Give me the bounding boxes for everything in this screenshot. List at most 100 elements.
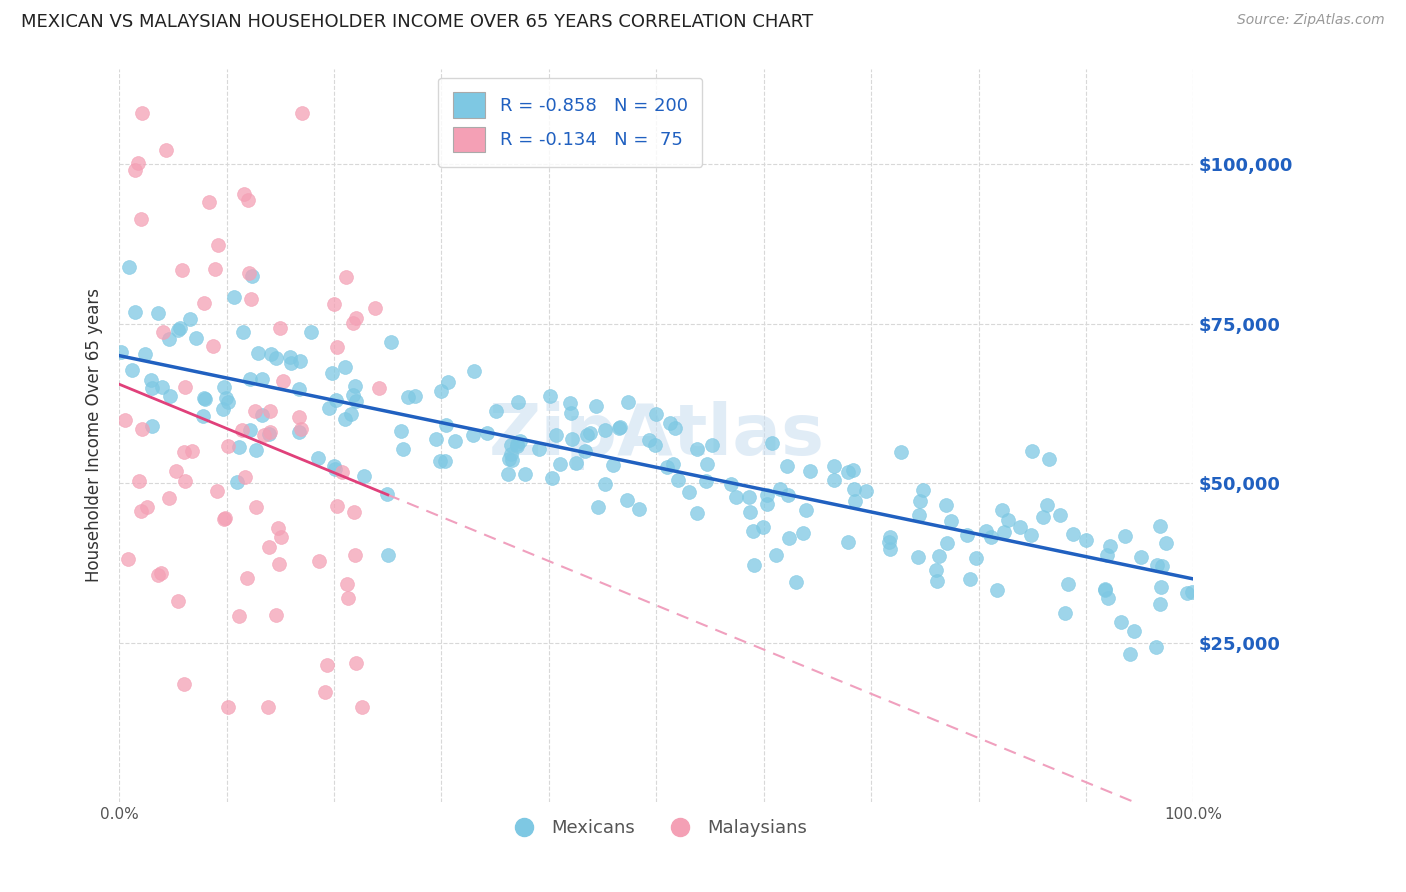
Point	[738, 505, 761, 519]
Point	[392, 442, 415, 456]
Point	[655, 460, 678, 475]
Point	[167, 593, 190, 607]
Point	[585, 399, 607, 413]
Point	[776, 459, 799, 474]
Point	[561, 433, 583, 447]
Point	[1129, 550, 1152, 565]
Point	[245, 442, 267, 457]
Point	[644, 438, 666, 452]
Point	[299, 325, 322, 339]
Point	[1094, 582, 1116, 596]
Point	[434, 453, 457, 467]
Point	[124, 163, 146, 178]
Point	[238, 266, 260, 280]
Point	[344, 656, 367, 670]
Point	[330, 465, 353, 479]
Point	[686, 442, 709, 457]
Point	[165, 464, 187, 478]
Point	[335, 359, 357, 374]
Point	[1097, 591, 1119, 606]
Point	[252, 408, 274, 422]
Point	[264, 351, 287, 365]
Point	[264, 608, 287, 623]
Point	[778, 531, 800, 545]
Point	[288, 410, 311, 425]
Point	[794, 502, 817, 516]
Point	[152, 326, 174, 340]
Point	[121, 362, 143, 376]
Point	[666, 474, 689, 488]
Point	[1119, 648, 1142, 662]
Point	[267, 557, 290, 571]
Point	[1038, 451, 1060, 466]
Point	[270, 530, 292, 544]
Point	[823, 473, 845, 487]
Point	[980, 530, 1002, 544]
Point	[607, 421, 630, 435]
Point	[259, 404, 281, 418]
Point	[644, 407, 666, 421]
Point	[380, 334, 402, 349]
Point	[396, 390, 419, 404]
Point	[443, 434, 465, 448]
Point	[141, 418, 163, 433]
Point	[238, 193, 260, 207]
Point	[765, 548, 787, 562]
Point	[159, 389, 181, 403]
Point	[253, 428, 276, 442]
Point	[368, 381, 391, 395]
Point	[662, 457, 685, 471]
Point	[236, 571, 259, 585]
Point	[463, 364, 485, 378]
Point	[925, 564, 948, 578]
Point	[792, 525, 814, 540]
Point	[638, 434, 661, 448]
Point	[769, 482, 792, 496]
Point	[232, 325, 254, 339]
Point	[1053, 606, 1076, 620]
Point	[157, 491, 180, 505]
Text: ZipAtlas: ZipAtlas	[488, 401, 824, 470]
Legend: Mexicans, Malaysians: Mexicans, Malaysians	[499, 812, 814, 845]
Point	[1149, 597, 1171, 611]
Point	[139, 372, 162, 386]
Point	[751, 520, 773, 534]
Point	[738, 491, 761, 505]
Point	[193, 296, 215, 310]
Point	[344, 393, 367, 408]
Point	[1010, 519, 1032, 533]
Text: Source: ZipAtlas.com: Source: ZipAtlas.com	[1237, 13, 1385, 28]
Point	[174, 380, 197, 394]
Point	[1074, 533, 1097, 548]
Point	[375, 486, 398, 500]
Point	[318, 401, 340, 415]
Point	[742, 558, 765, 573]
Point	[1098, 539, 1121, 553]
Point	[291, 106, 314, 120]
Point	[343, 505, 366, 519]
Point	[1154, 536, 1177, 550]
Point	[342, 316, 364, 330]
Point	[134, 347, 156, 361]
Point	[172, 263, 194, 277]
Point	[150, 566, 173, 580]
Point	[228, 609, 250, 624]
Point	[501, 438, 523, 452]
Point	[155, 144, 177, 158]
Point	[965, 551, 987, 566]
Point	[198, 194, 221, 209]
Point	[287, 382, 309, 396]
Point	[179, 311, 201, 326]
Point	[141, 381, 163, 395]
Point	[212, 512, 235, 526]
Point	[686, 506, 709, 520]
Point	[664, 421, 686, 435]
Point	[240, 292, 263, 306]
Point	[350, 699, 373, 714]
Point	[307, 450, 329, 465]
Point	[259, 540, 281, 554]
Point	[231, 423, 253, 437]
Point	[337, 591, 360, 605]
Point	[173, 445, 195, 459]
Point	[110, 345, 132, 359]
